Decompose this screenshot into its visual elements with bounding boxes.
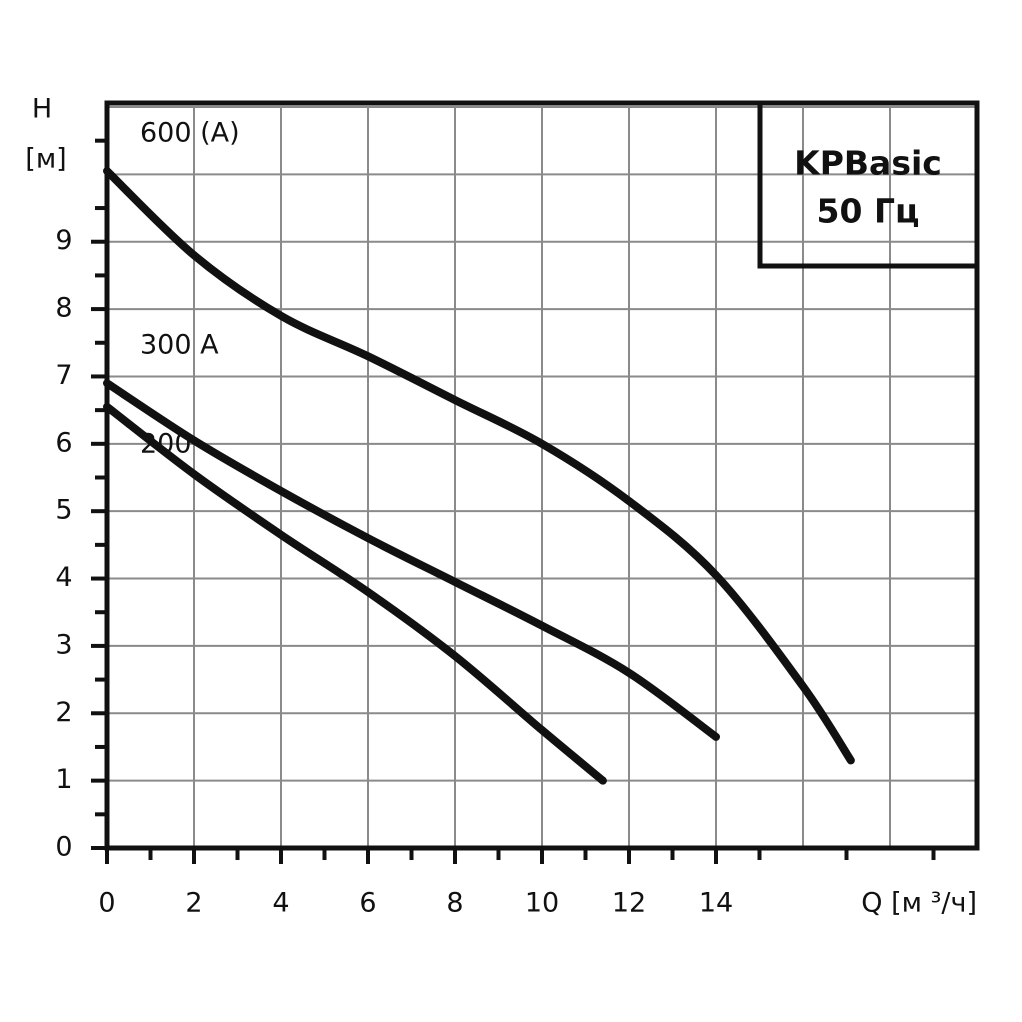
x-tick-label: 14 (699, 888, 733, 919)
x-tick-label: 6 (359, 888, 376, 919)
x-tick-label: 0 (98, 888, 115, 919)
x-tick-label: 2 (185, 888, 202, 919)
y-tick-label: 6 (55, 427, 72, 458)
curve-label: 600 (A) (140, 117, 240, 148)
x-axis-label: Q [м ³/ч] (861, 888, 977, 919)
y-axis-unit: [м] (25, 144, 66, 175)
x-tick-label: 8 (446, 888, 463, 919)
curve-label: 200 (140, 428, 192, 459)
y-tick-label: 7 (55, 360, 72, 391)
curve (103, 379, 720, 741)
curve (103, 402, 607, 785)
title-box (757, 100, 980, 269)
x-tick-label: 4 (272, 888, 289, 919)
y-tick-label: 2 (55, 697, 72, 728)
y-tick-label: 4 (55, 562, 72, 593)
y-tick-label: 8 (55, 293, 72, 324)
chart-title: KPBasic (794, 144, 942, 183)
chart-subtitle: 50 Гц (817, 192, 920, 231)
curve (103, 166, 855, 765)
x-tick-label: 12 (612, 888, 646, 919)
y-tick-label: 9 (55, 225, 72, 256)
y-tick-label: 1 (55, 764, 72, 795)
curve-label: 300 A (140, 330, 219, 361)
y-tick-label: 3 (55, 629, 72, 660)
plot-frame (104, 100, 980, 851)
y-tick-label: 0 (55, 832, 72, 863)
y-axis-label: H (32, 94, 52, 125)
y-tick-label: 5 (55, 495, 72, 526)
x-tick-label: 10 (525, 888, 559, 919)
